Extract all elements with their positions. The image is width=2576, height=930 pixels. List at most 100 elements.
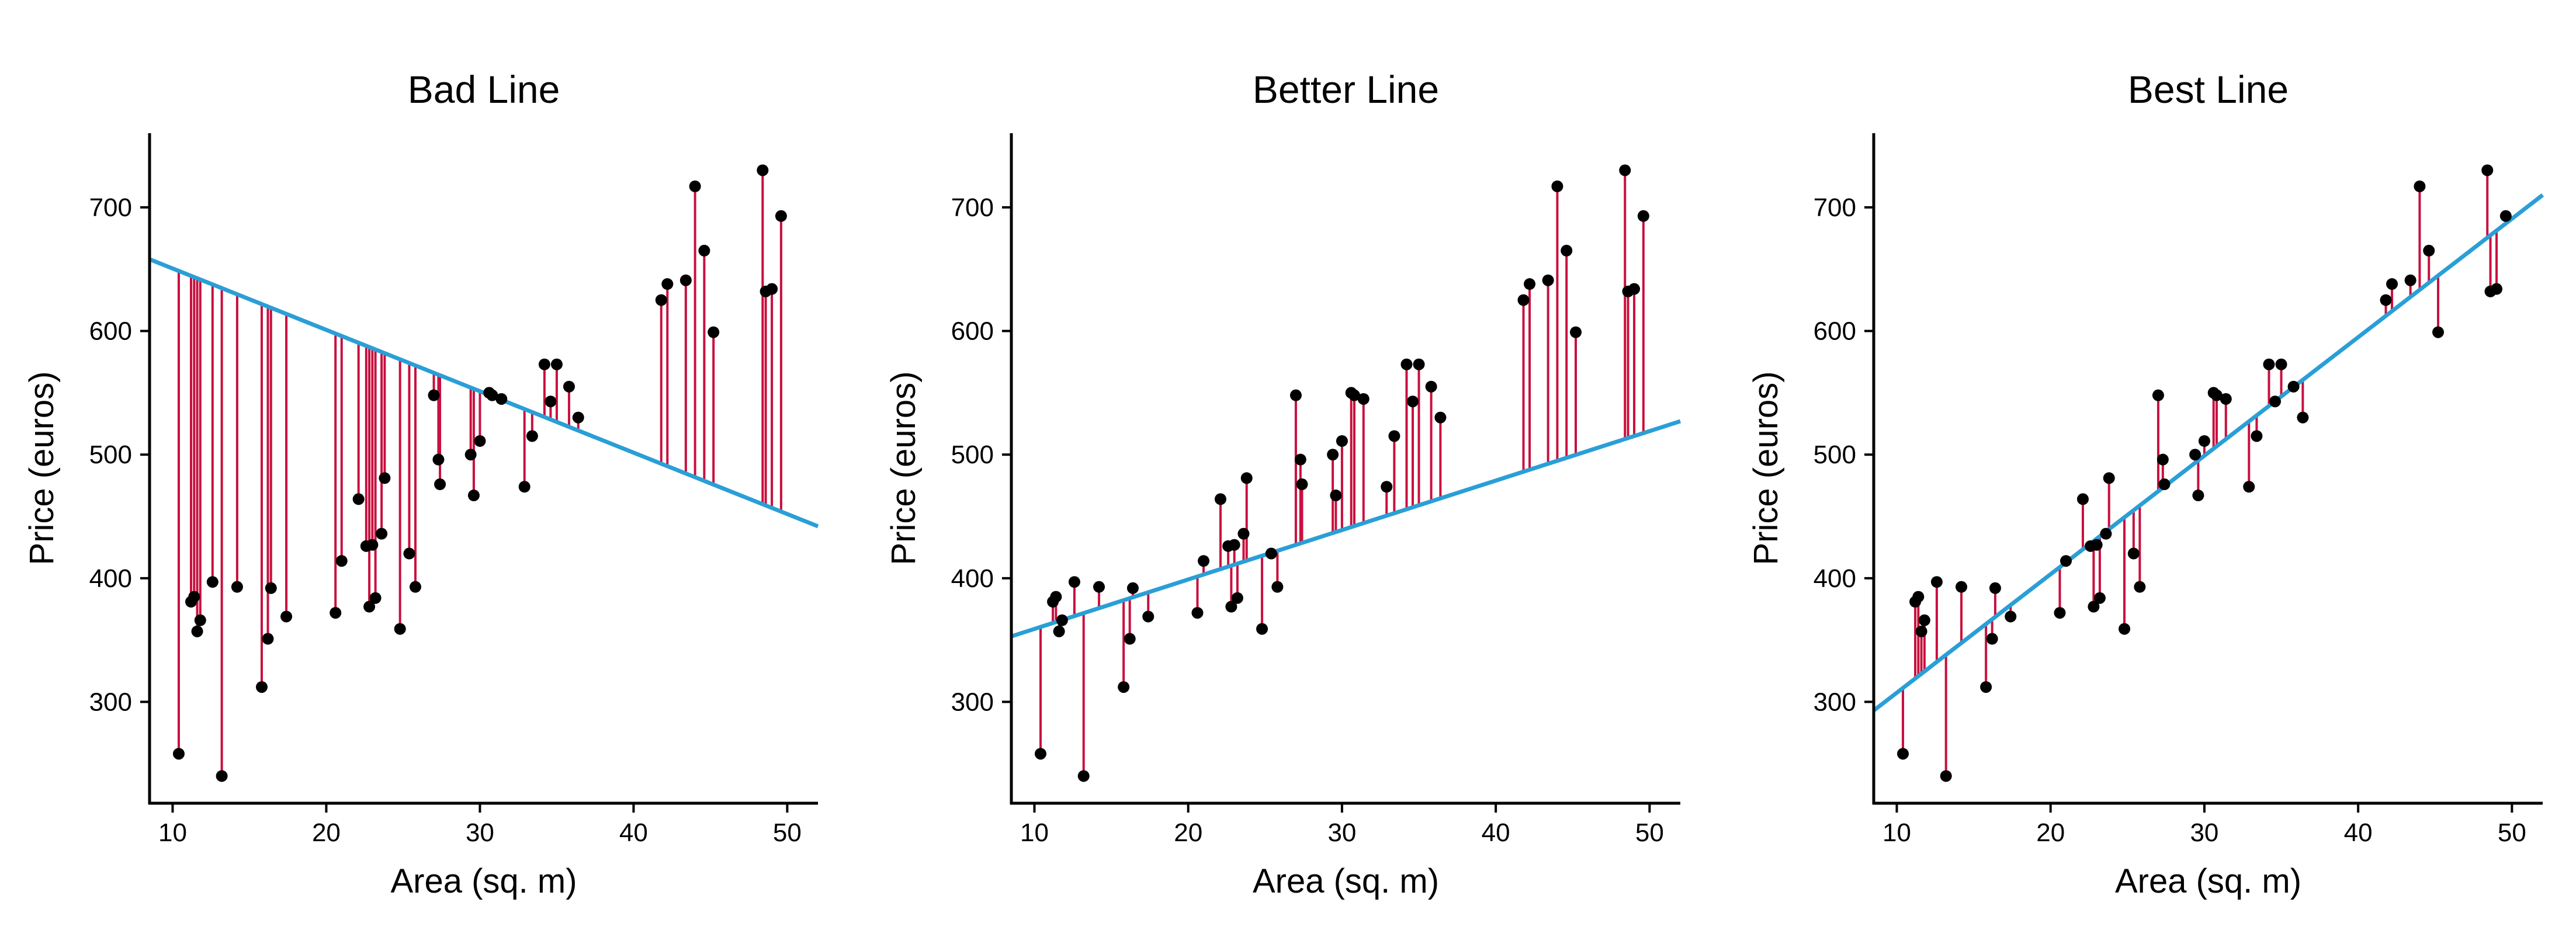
data-point bbox=[1198, 555, 1210, 567]
data-point bbox=[2076, 493, 2089, 505]
data-point bbox=[403, 547, 415, 560]
data-point bbox=[1330, 490, 1342, 502]
data-point bbox=[1357, 393, 1370, 405]
data-point bbox=[409, 581, 421, 593]
data-point bbox=[280, 610, 293, 623]
data-point bbox=[206, 576, 219, 588]
y-tick-label: 300 bbox=[89, 688, 132, 716]
chart-panel-3: Best Line 10 20 30 40 50 300 400 500 600 700 Area (… bbox=[1747, 68, 2544, 900]
data-point bbox=[2297, 411, 2309, 424]
data-point bbox=[330, 607, 342, 619]
data-point bbox=[1425, 380, 1437, 393]
data-point bbox=[2127, 547, 2140, 560]
y-tick-label: 600 bbox=[951, 317, 994, 346]
data-point bbox=[464, 449, 477, 461]
x-tick-label: 30 bbox=[466, 818, 494, 847]
data-point bbox=[1191, 607, 1204, 619]
data-point bbox=[1912, 591, 1925, 603]
data-point bbox=[1915, 625, 1927, 637]
data-point bbox=[2100, 528, 2112, 540]
x-tick-label: 50 bbox=[1635, 818, 1664, 847]
data-point bbox=[2134, 581, 2146, 593]
x-tick-label: 10 bbox=[158, 818, 187, 847]
data-point bbox=[2192, 490, 2204, 502]
data-point bbox=[2380, 294, 2392, 306]
data-point bbox=[428, 389, 440, 401]
y-axis-label: Price (euros) bbox=[885, 372, 923, 565]
data-point bbox=[1068, 576, 1080, 588]
data-points bbox=[1897, 164, 2512, 782]
data-point bbox=[2088, 601, 2100, 613]
data-point bbox=[363, 601, 376, 613]
data-point bbox=[550, 358, 563, 370]
data-point bbox=[467, 490, 480, 502]
x-tick-label: 20 bbox=[2036, 818, 2065, 847]
y-tick-label: 700 bbox=[1814, 193, 1856, 222]
data-point bbox=[1980, 681, 1992, 693]
y-tick-label: 400 bbox=[89, 564, 132, 593]
x-tick-label: 50 bbox=[773, 818, 802, 847]
data-point bbox=[194, 614, 206, 626]
data-point bbox=[188, 591, 200, 603]
data-point bbox=[2152, 389, 2164, 401]
data-point bbox=[2251, 430, 2263, 442]
data-point bbox=[2499, 210, 2512, 222]
data-point bbox=[2210, 389, 2223, 401]
y-tick-label: 700 bbox=[89, 193, 132, 222]
data-point bbox=[1294, 453, 1306, 466]
data-point bbox=[2103, 472, 2115, 484]
data-point bbox=[2054, 607, 2066, 619]
data-point bbox=[1050, 591, 1062, 603]
data-point bbox=[518, 481, 531, 493]
data-point bbox=[1296, 478, 1308, 491]
data-point bbox=[2275, 358, 2287, 370]
data-point bbox=[432, 453, 445, 466]
data-point bbox=[2198, 435, 2210, 447]
chart-title: Better Line bbox=[1253, 68, 1439, 111]
data-point bbox=[1093, 581, 1105, 593]
y-tick-label: 600 bbox=[1814, 317, 1856, 346]
data-point bbox=[2404, 274, 2416, 286]
y-tick-label: 500 bbox=[951, 440, 994, 469]
y-tick-label: 500 bbox=[89, 440, 132, 469]
data-point bbox=[265, 582, 277, 594]
y-tick-label: 400 bbox=[951, 564, 994, 593]
data-points bbox=[172, 164, 787, 782]
data-point bbox=[2243, 481, 2255, 493]
data-point bbox=[661, 278, 674, 290]
data-point bbox=[689, 180, 701, 192]
data-point bbox=[2432, 326, 2445, 338]
data-point bbox=[2220, 393, 2232, 405]
data-point bbox=[1231, 592, 1243, 604]
data-point bbox=[1118, 681, 1130, 693]
data-point bbox=[1524, 278, 1536, 290]
y-tick-label: 300 bbox=[1814, 688, 1856, 716]
data-point bbox=[1897, 748, 1909, 760]
data-point bbox=[2386, 278, 2398, 290]
data-point bbox=[2481, 164, 2494, 176]
data-point bbox=[1336, 435, 1348, 447]
data-point bbox=[1918, 614, 1930, 626]
x-tick-label: 20 bbox=[1174, 818, 1202, 847]
data-point bbox=[572, 411, 584, 424]
data-point bbox=[1628, 283, 1641, 295]
data-point bbox=[1124, 633, 1136, 645]
y-tick-label: 300 bbox=[951, 688, 994, 716]
data-point bbox=[352, 493, 365, 505]
data-point bbox=[1077, 770, 1090, 782]
data-point bbox=[394, 623, 406, 635]
data-point bbox=[655, 294, 667, 306]
y-tick-label: 400 bbox=[1814, 564, 1856, 593]
data-point bbox=[1126, 582, 1139, 594]
x-tick-label: 30 bbox=[1327, 818, 1356, 847]
y-axis-label: Price (euros) bbox=[1747, 372, 1785, 565]
data-point bbox=[366, 539, 379, 551]
data-point bbox=[2491, 283, 2503, 295]
data-point bbox=[1142, 610, 1154, 623]
x-tick-label: 10 bbox=[1020, 818, 1049, 847]
x-axis-label: Area (sq. m) bbox=[2115, 862, 2301, 900]
data-point bbox=[262, 633, 274, 645]
data-point bbox=[698, 245, 710, 257]
